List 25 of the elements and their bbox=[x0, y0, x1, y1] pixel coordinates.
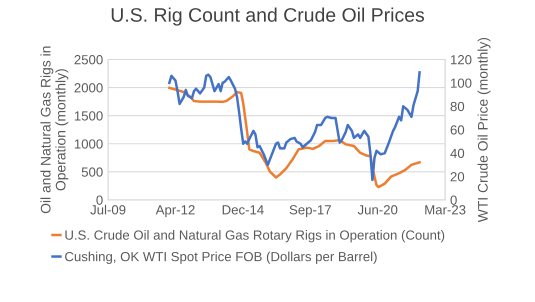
y-tick-label: 2000 bbox=[74, 83, 103, 92]
y2-tick-label: 60 bbox=[450, 125, 464, 135]
y2-tick-label: 40 bbox=[450, 148, 464, 158]
legend-label: Cushing, OK WTI Spot Price FOB (Dollars per Barrel) bbox=[65, 252, 377, 264]
y2-tick-label: 100 bbox=[450, 78, 472, 88]
x-tick-label: Dec-14 bbox=[222, 205, 264, 214]
x-tick-label: Jun-20 bbox=[358, 205, 398, 214]
x-tick-label: Apr-12 bbox=[156, 205, 195, 218]
y-axis-title: Oil and Natural Gas Rigs in Operation (monthly) bbox=[40, 46, 68, 214]
y2-tick-label: 80 bbox=[450, 102, 464, 112]
legend-label: U.S. Crude Oil and Natural Gas Rotary Rigs in Operation (Count) bbox=[65, 230, 444, 242]
x-tick-label: Jul-09 bbox=[90, 204, 126, 214]
y-tick-label: 500 bbox=[82, 167, 103, 177]
y-tick-label: 2500 bbox=[74, 55, 103, 64]
y-tick-label: 1500 bbox=[74, 111, 103, 121]
y2-tick-label: 0 bbox=[450, 195, 457, 205]
chart-title: U.S. Rig Count and Crude Oil Prices bbox=[112, 8, 424, 26]
y2-tick-label: 120 bbox=[450, 55, 472, 64]
line-series bbox=[168, 71, 421, 182]
x-tick-label: Mar-23 bbox=[425, 205, 466, 214]
y2-axis-title: WTI Crude Oil Price (monthly) bbox=[478, 38, 490, 222]
x-tick-label: Sep-17 bbox=[290, 205, 331, 218]
y-tick-label: 0 bbox=[96, 195, 103, 205]
y2-tick-label: 20 bbox=[450, 172, 464, 182]
y-tick-label: 1000 bbox=[74, 139, 103, 149]
